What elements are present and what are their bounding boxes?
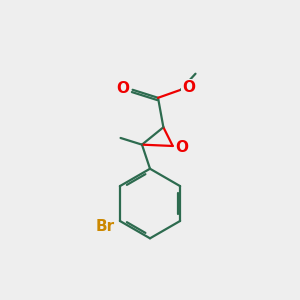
Text: Br: Br [96,219,115,234]
Text: O: O [176,140,189,155]
Text: O: O [182,80,195,94]
Text: O: O [116,81,129,96]
